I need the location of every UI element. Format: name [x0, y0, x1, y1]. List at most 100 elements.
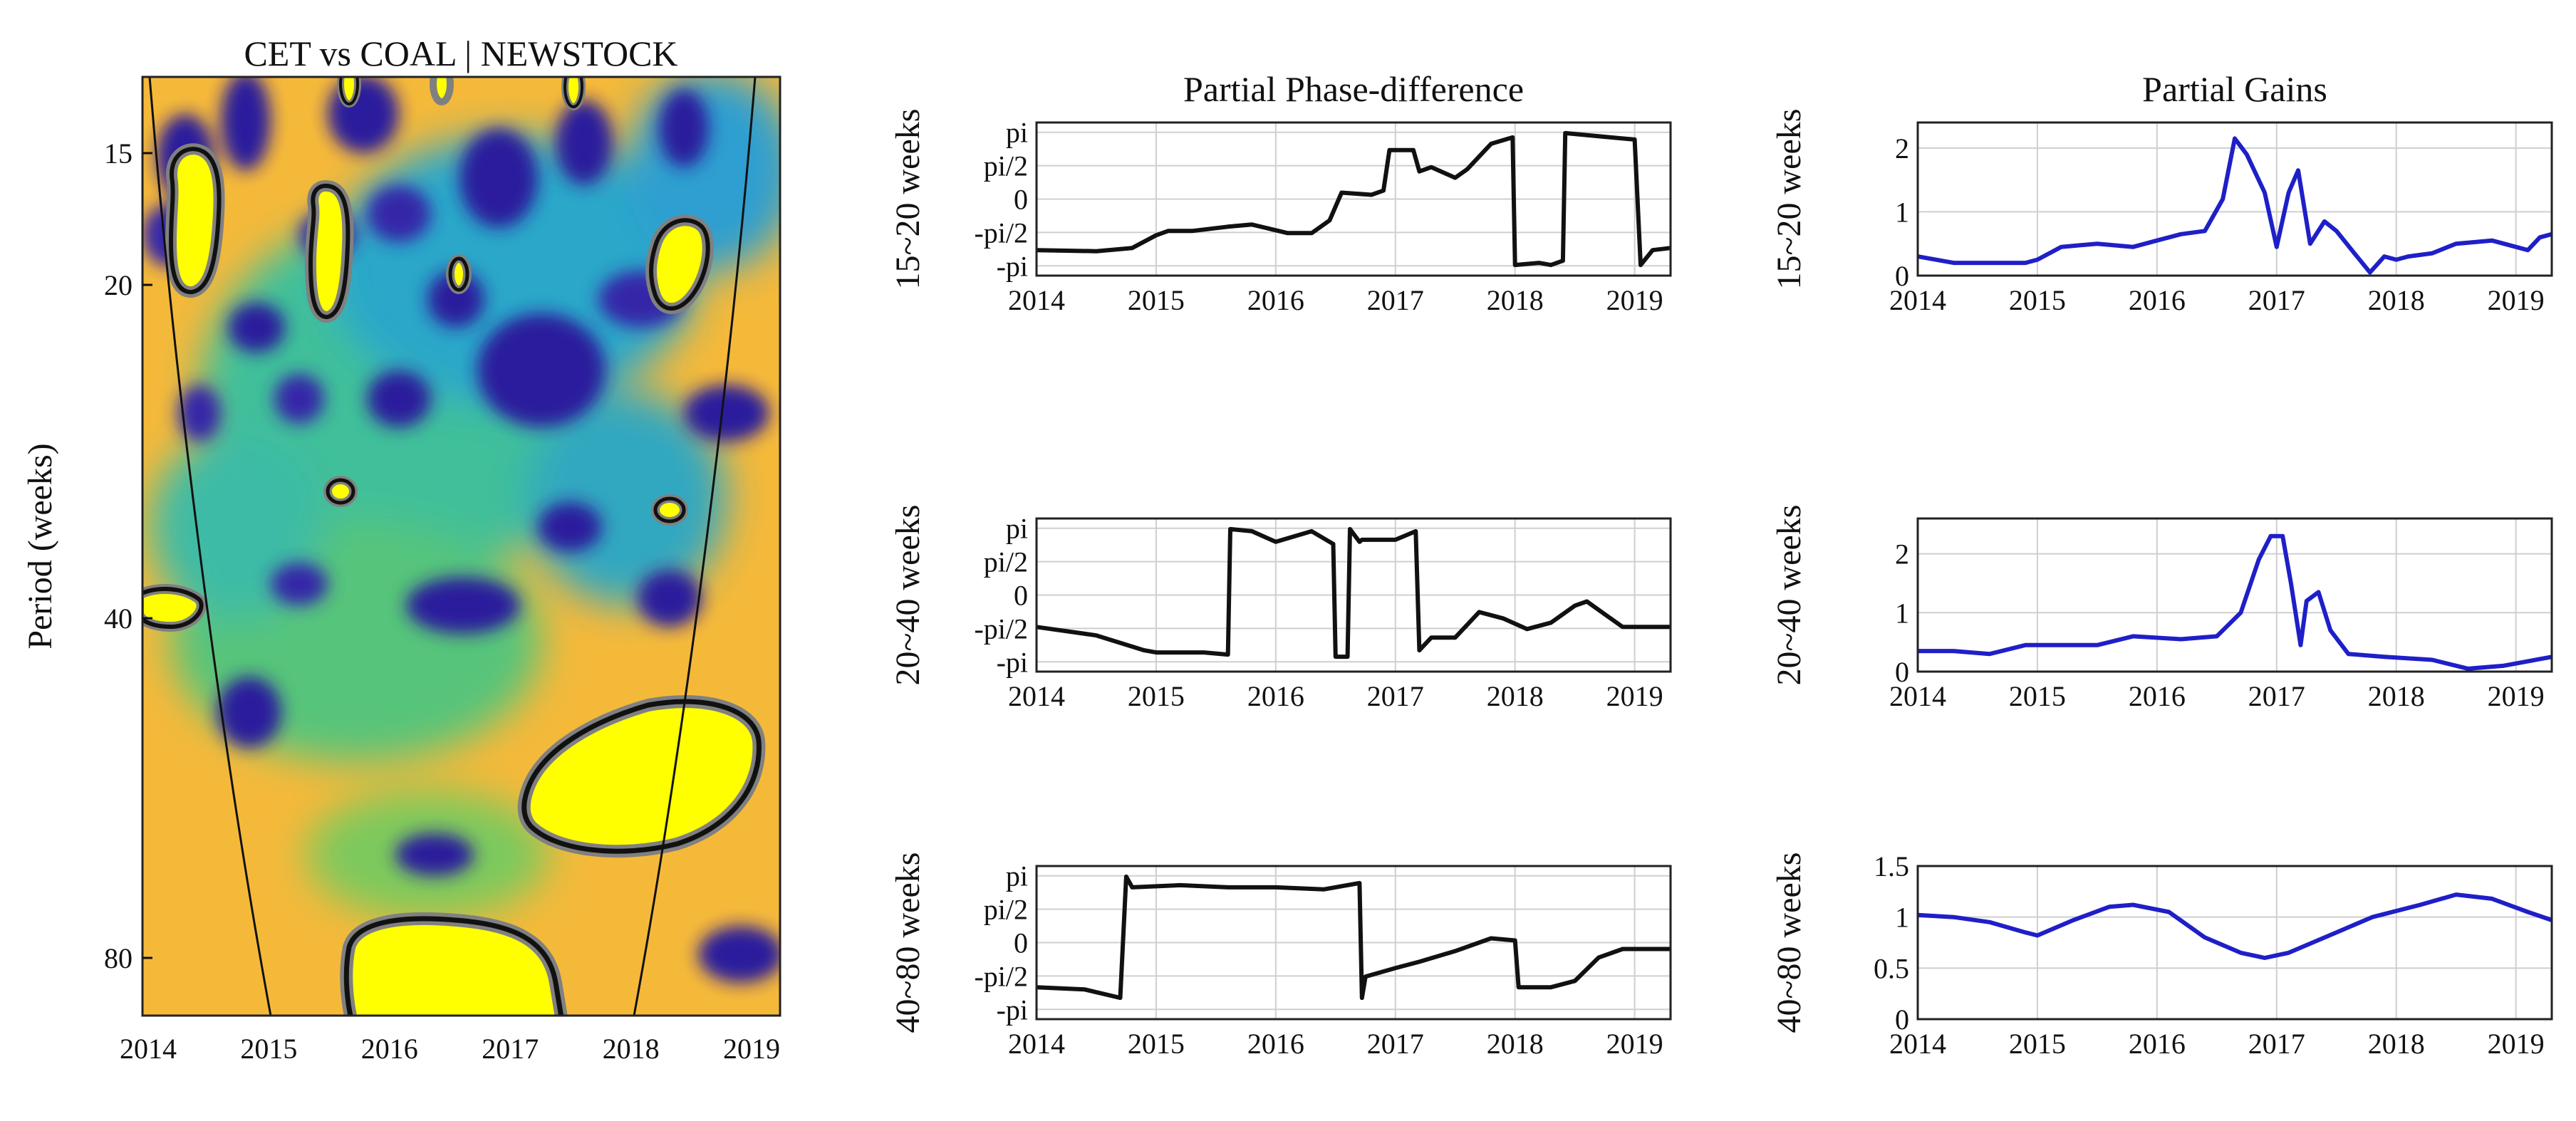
wavelet-x-tick-label: 2018 [603, 1033, 660, 1065]
x-tick-label: 2016 [2129, 680, 2186, 712]
y-tick-label: -pi/2 [974, 960, 1028, 992]
panel-frame [1916, 517, 2553, 673]
line-chart-panel: Partial Phase-difference 15~20 weeks 2014 2… [889, 69, 1672, 316]
y-tick-label: pi [1006, 860, 1028, 892]
x-tick-label: 2016 [2129, 1028, 2186, 1060]
x-tick-label: 2016 [1247, 1028, 1304, 1060]
x-tick-label: 2015 [1128, 284, 1185, 316]
wavelet-x-tick-label: 2019 [723, 1033, 780, 1065]
wavelet-x-tick-label: 2017 [482, 1033, 539, 1065]
panel-y-axis-label: 40~80 weeks [1770, 853, 1808, 1033]
panel-frame [1916, 121, 2553, 277]
line-chart-panel: 20~40 weeks 2014 2015 2016 2017 2018 2019 pipi/… [889, 505, 1672, 712]
wavelet-low-regions [142, 77, 780, 983]
cone-of-influence-left [148, 77, 272, 1016]
significance-contour [165, 143, 225, 298]
x-tick-label: 2015 [2009, 284, 2066, 316]
y-tick-label: pi/2 [984, 150, 1028, 182]
panel-y-axis-label: 40~80 weeks [889, 853, 927, 1033]
x-tick-label: 2017 [2248, 680, 2305, 712]
significance-contour [517, 695, 766, 858]
y-tick-label: 0 [1895, 260, 1909, 292]
y-tick-label: 0 [1014, 184, 1028, 216]
wavelet-y-tick-label: 20 [104, 269, 133, 301]
line-chart-panel: 40~80 weeks 2014 2015 2016 2017 2018 2019 pipi/… [889, 853, 1672, 1060]
panel-title: Partial Phase-difference [1183, 69, 1524, 109]
panel-y-axis-label: 20~40 weeks [1770, 505, 1808, 686]
y-tick-label: -pi/2 [974, 612, 1028, 645]
x-tick-label: 2015 [2009, 1028, 2066, 1060]
panel-frame [1035, 865, 1672, 1021]
y-tick-label: 0 [1014, 580, 1028, 612]
y-tick-label: pi [1006, 117, 1028, 149]
y-tick-label: -pi [997, 994, 1028, 1026]
y-tick-label: 1 [1895, 902, 1909, 934]
panel-y-axis-label: 15~20 weeks [1770, 109, 1808, 290]
x-tick-label: 2018 [1487, 1028, 1544, 1060]
x-tick-label: 2014 [1008, 284, 1065, 316]
x-tick-label: 2018 [1487, 284, 1544, 316]
wavelet-y-axis-label: Period (weeks) [21, 443, 59, 649]
panel-frame [1035, 517, 1672, 673]
y-tick-label: pi/2 [984, 894, 1028, 926]
panel-title: Partial Gains [2142, 69, 2327, 109]
panel-frame [1035, 121, 1672, 277]
y-tick-label: 1 [1895, 597, 1909, 629]
x-tick-label: 2015 [1128, 680, 1185, 712]
gain-line [1918, 533, 2552, 671]
line-chart-panel: Partial Gains 15~20 weeks 2014 2015 2016 2017… [1770, 69, 2553, 316]
x-tick-label: 2016 [1247, 680, 1304, 712]
significance-contour [304, 180, 354, 323]
x-tick-label: 2018 [2368, 284, 2425, 316]
wavelet-x-tick-label: 2014 [120, 1033, 177, 1065]
y-tick-label: 1.5 [1874, 850, 1909, 882]
y-tick-label: 0.5 [1874, 952, 1909, 984]
x-tick-label: 2017 [1367, 1028, 1424, 1060]
y-tick-label: 0 [1895, 656, 1909, 688]
x-tick-label: 2019 [1606, 284, 1663, 316]
x-tick-label: 2014 [1008, 1028, 1065, 1060]
wavelet-x-tick-label: 2015 [240, 1033, 297, 1065]
x-tick-label: 2014 [1889, 1028, 1946, 1060]
y-tick-label: 2 [1895, 132, 1909, 165]
x-tick-label: 2019 [2488, 680, 2545, 712]
x-tick-label: 2019 [2488, 1028, 2545, 1060]
wavelet-frame [141, 75, 781, 1017]
y-tick-label: 0 [1014, 927, 1028, 959]
x-tick-label: 2015 [2009, 680, 2066, 712]
y-tick-label: 2 [1895, 538, 1909, 570]
x-tick-label: 2016 [2129, 284, 2186, 316]
wavelet-title: CET vs COAL | NEWSTOCK [244, 33, 677, 73]
y-tick-label: 0 [1895, 1003, 1909, 1036]
panel-y-axis-label: 15~20 weeks [889, 109, 927, 290]
significance-contour [446, 254, 472, 294]
y-tick-label: pi [1006, 513, 1028, 545]
wavelet-ticks: 15 20 40 80 2014 2015 2016 2017 2018 2019 [104, 137, 780, 1065]
y-tick-label: pi/2 [984, 546, 1028, 578]
wavelet-high-regions [142, 77, 766, 1016]
line-chart-panel: 40~80 weeks 2014 2015 2016 2017 2018 2019 0 0.5 1… [1770, 850, 2553, 1060]
phase-difference-line [1036, 130, 1671, 268]
significance-contour [645, 214, 714, 315]
wavelet-x-tick-label: 2016 [361, 1033, 418, 1065]
x-tick-label: 2019 [1606, 680, 1663, 712]
x-tick-label: 2018 [2368, 1028, 2425, 1060]
x-tick-label: 2018 [1487, 680, 1544, 712]
x-tick-label: 2017 [1367, 680, 1424, 712]
panel-y-axis-label: 20~40 weeks [889, 505, 927, 686]
x-tick-label: 2015 [1128, 1028, 1185, 1060]
significance-contour [337, 77, 586, 110]
x-tick-label: 2014 [1889, 284, 1946, 316]
significance-contour [323, 476, 358, 507]
line-chart-panel: 20~40 weeks 2014 2015 2016 2017 2018 2019 0 1 2 [1770, 505, 2553, 712]
y-tick-label: 1 [1895, 196, 1909, 228]
wavelet-y-tick-label: 40 [104, 603, 133, 635]
gain-line [1917, 136, 2552, 275]
panel-frame [1916, 865, 2553, 1021]
x-tick-label: 2018 [2368, 680, 2425, 712]
phase-difference-line [1036, 874, 1671, 1001]
y-tick-label: -pi/2 [974, 217, 1028, 249]
x-tick-label: 2014 [1889, 680, 1946, 712]
phase-difference-line [1036, 526, 1671, 659]
